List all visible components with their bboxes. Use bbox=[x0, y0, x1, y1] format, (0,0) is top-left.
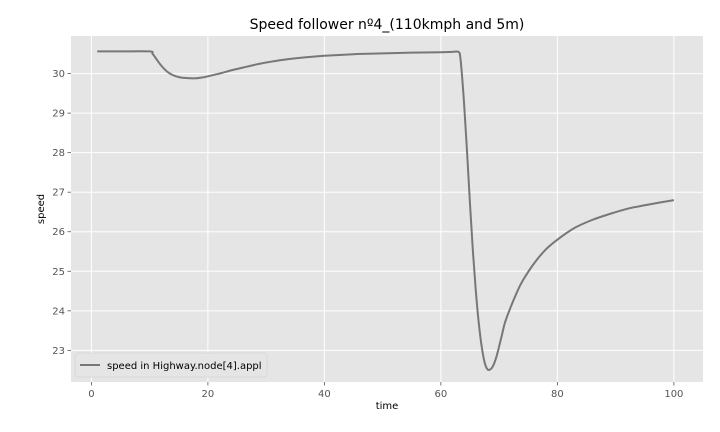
plot-background bbox=[71, 36, 703, 382]
x-tick-label: 0 bbox=[88, 389, 94, 400]
y-tick-label: 26 bbox=[52, 227, 65, 238]
y-tick-label: 29 bbox=[52, 109, 65, 120]
chart-title: Speed follower nº4_(110kmph and 5m) bbox=[250, 17, 525, 33]
y-tick-label: 28 bbox=[52, 148, 65, 159]
legend-box bbox=[74, 352, 268, 378]
y-tick-label: 25 bbox=[52, 267, 65, 278]
series-line bbox=[97, 50, 675, 372]
x-tick-label: 100 bbox=[664, 389, 683, 400]
x-tick-label: 40 bbox=[318, 389, 331, 400]
legend: speed in Highway.node[4].appl bbox=[74, 352, 268, 378]
y-tick-label: 30 bbox=[52, 69, 65, 80]
y-tick-label: 27 bbox=[52, 188, 65, 199]
y-tick-label: 23 bbox=[52, 346, 65, 357]
series-layer bbox=[97, 50, 675, 372]
x-axis-label: time bbox=[376, 401, 399, 412]
x-tick-label: 80 bbox=[551, 389, 564, 400]
y-axis-label: speed bbox=[36, 194, 47, 224]
y-tick-label: 24 bbox=[52, 306, 65, 317]
x-tick-label: 60 bbox=[435, 389, 448, 400]
legend-label: speed in Highway.node[4].appl bbox=[107, 361, 262, 372]
axis-ticks: 0 20 40 60 80 100 23 24 25 26 27 28 29 30 bbox=[52, 69, 683, 400]
grid-lines bbox=[71, 36, 703, 382]
x-tick-label: 20 bbox=[202, 389, 215, 400]
